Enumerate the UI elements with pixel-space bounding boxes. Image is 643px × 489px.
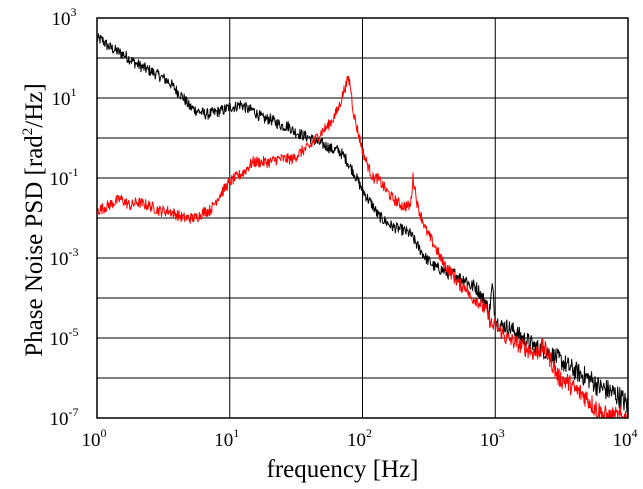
- y-tick-label: 10-7: [50, 405, 79, 430]
- series-red-trace: [96, 76, 628, 419]
- y-axis-label-superscript: 2: [20, 128, 36, 136]
- y-tick-label: 10-1: [50, 165, 79, 190]
- x-tick-label: 101: [214, 426, 239, 451]
- x-axis-label: frequency [Hz]: [267, 456, 419, 483]
- x-tick-labels: 100 101 102 103 104: [82, 426, 638, 451]
- y-tick-label: 10-3: [50, 245, 79, 270]
- x-tick-label: 102: [347, 426, 372, 451]
- y-axis-label-prefix: Phase Noise PSD [rad: [21, 135, 48, 357]
- x-tick-label: 104: [613, 426, 638, 451]
- y-tick-label: 103: [52, 5, 77, 30]
- y-tick-label: 10-5: [50, 325, 79, 350]
- series-layer: [96, 33, 628, 419]
- plot-frame: [96, 17, 629, 419]
- y-axis-label-suffix: /Hz]: [21, 83, 48, 127]
- y-tick-label: 101: [52, 85, 77, 110]
- x-tick-label: 100: [82, 426, 107, 451]
- y-tick-labels: 10-7 10-5 10-3 10-1 101 103: [50, 5, 79, 430]
- x-tick-label: 103: [480, 426, 505, 451]
- y-axis-label: Phase Noise PSD [rad2/Hz]: [20, 83, 48, 356]
